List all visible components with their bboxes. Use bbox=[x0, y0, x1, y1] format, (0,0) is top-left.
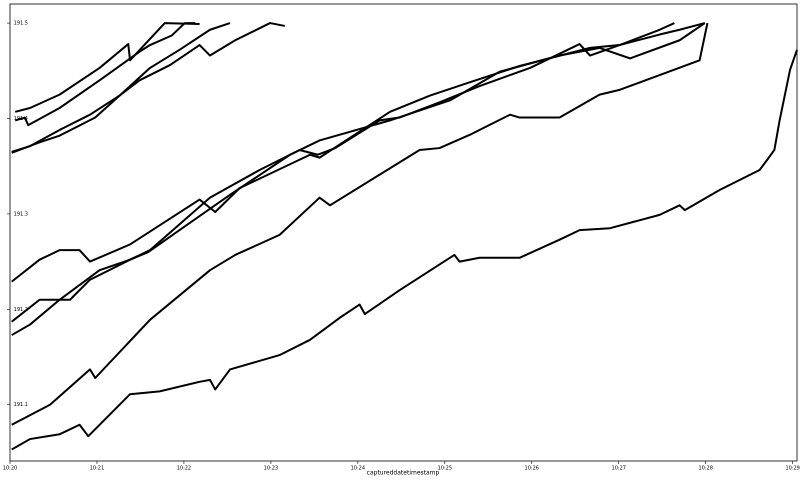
y-tick-label: 191.1 bbox=[14, 402, 28, 408]
x-tick-label: 10:24 bbox=[351, 466, 365, 472]
y-tick-label: 191.2 bbox=[14, 307, 28, 313]
y-tick-label: 191.3 bbox=[14, 211, 28, 217]
x-tick-label: 10:29 bbox=[785, 466, 799, 472]
line-series bbox=[11, 22, 675, 323]
x-tick-label: 10:21 bbox=[90, 466, 104, 472]
line-series bbox=[11, 22, 709, 426]
plot-frame bbox=[9, 3, 798, 462]
x-tick-label: 10:20 bbox=[3, 466, 17, 472]
line-series bbox=[11, 49, 798, 451]
x-tick-label: 10:27 bbox=[612, 466, 626, 472]
line-series bbox=[14, 22, 200, 113]
x-tick-label: 10:25 bbox=[438, 466, 452, 472]
x-axis-title: captureddatetimestamp bbox=[367, 470, 440, 477]
x-tick-label: 10:28 bbox=[698, 466, 712, 472]
x-tick-label: 10:22 bbox=[177, 466, 191, 472]
line-series bbox=[11, 22, 706, 336]
x-tick-label: 10:23 bbox=[264, 466, 278, 472]
line-series bbox=[11, 22, 706, 283]
line-series bbox=[14, 22, 196, 127]
line-series bbox=[11, 22, 231, 153]
x-tick-label: 10:26 bbox=[525, 466, 539, 472]
line-series bbox=[11, 22, 285, 154]
y-tick-label: 191.5 bbox=[14, 21, 28, 27]
